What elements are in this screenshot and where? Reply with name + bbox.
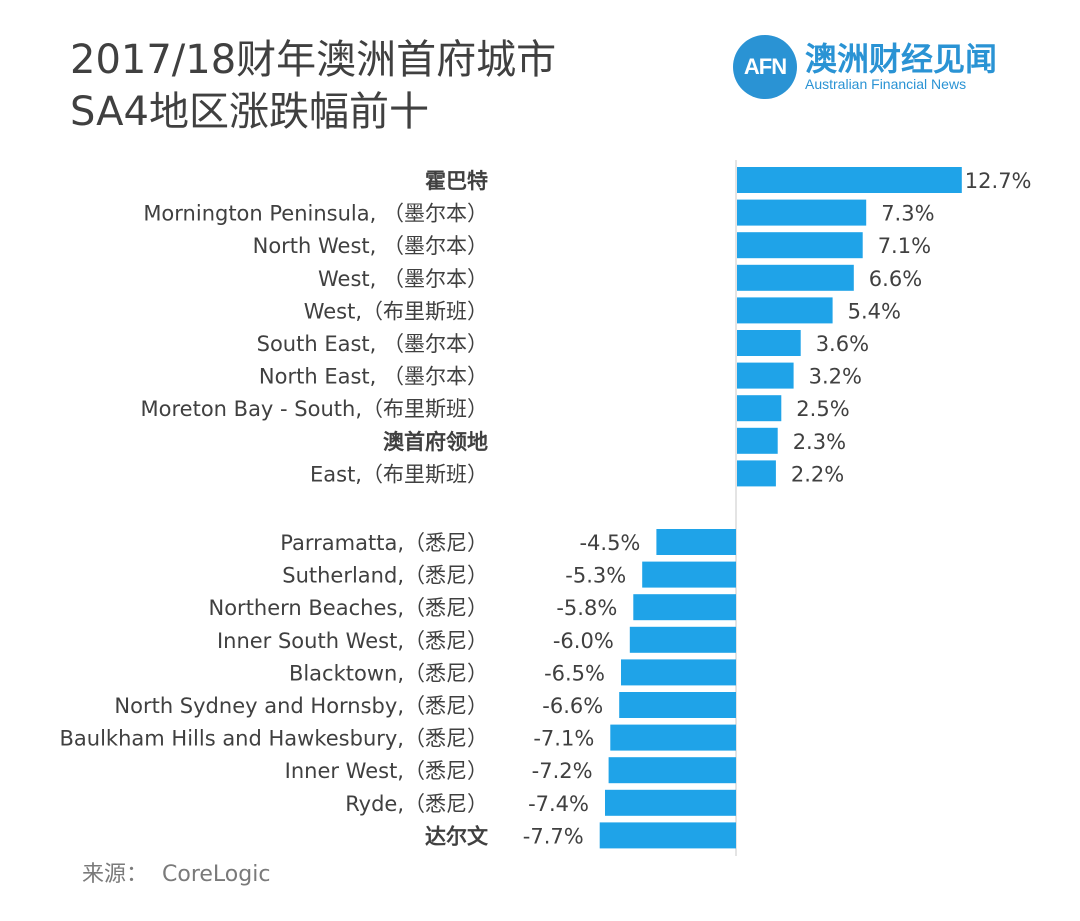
category-label: 达尔文 — [425, 824, 489, 848]
source-note: 来源： CoreLogic — [82, 856, 284, 888]
source-value: CoreLogic — [162, 862, 271, 887]
category-label: Sutherland,（悉尼） — [282, 564, 488, 588]
bar — [737, 427, 778, 454]
bar — [737, 199, 867, 226]
category-label: Moreton Bay - South,（布里斯班） — [141, 397, 488, 421]
value-label: 12.7% — [965, 169, 1032, 193]
value-label: 2.2% — [791, 462, 844, 486]
value-label: -7.4% — [528, 792, 589, 816]
category-label: Inner West,（悉尼） — [285, 759, 488, 783]
category-label: Inner South West,（悉尼） — [217, 629, 488, 653]
bar — [599, 822, 736, 849]
bar — [610, 724, 736, 751]
value-label: -4.5% — [579, 531, 640, 555]
bar — [737, 264, 854, 291]
category-label: Mornington Peninsula, （墨尔本） — [143, 202, 488, 226]
value-label: -6.6% — [542, 694, 603, 718]
value-label: 3.2% — [809, 365, 862, 389]
bar — [621, 659, 736, 686]
brand-logo: AFN 澳洲财经见闻 Australian Financial News — [733, 30, 1053, 100]
bar — [629, 626, 736, 653]
title-line-2: SA4地区涨跌幅前十 — [70, 89, 429, 135]
title-line-1: 2017/18财年澳洲首府城市 — [70, 37, 557, 83]
category-label: Baulkham Hills and Hawkesbury,（悉尼） — [60, 727, 488, 751]
value-label: -6.5% — [544, 661, 605, 685]
category-label: Blacktown,（悉尼） — [289, 661, 488, 685]
brand-name-cn: 澳洲财经见闻 — [805, 40, 998, 78]
category-label: Parramatta,（悉尼） — [280, 531, 488, 555]
bar — [605, 789, 736, 816]
brand-name-en: Australian Financial News — [805, 76, 967, 92]
bar — [737, 330, 801, 356]
value-label: -5.8% — [556, 596, 617, 620]
bar — [608, 757, 736, 784]
category-label: Ryde,（悉尼） — [345, 792, 488, 816]
afn-logo-icon: AFN — [733, 35, 797, 99]
category-label: Northern Beaches,（悉尼） — [209, 596, 489, 620]
category-label: South East, （墨尔本） — [257, 332, 488, 356]
bar — [633, 594, 736, 621]
chart-title: 2017/18财年澳洲首府城市 SA4地区涨跌幅前十 — [70, 34, 670, 138]
bar — [737, 395, 782, 422]
bar — [737, 167, 962, 193]
value-label: -7.1% — [533, 727, 594, 751]
value-label: -7.2% — [532, 759, 593, 783]
value-label: 6.6% — [869, 267, 922, 291]
value-label: -6.0% — [553, 629, 614, 653]
value-label: -7.7% — [523, 824, 584, 848]
value-label: -5.3% — [565, 564, 626, 588]
bar — [737, 362, 794, 389]
value-label: 3.6% — [816, 332, 869, 356]
category-label: West, （墨尔本） — [318, 267, 488, 291]
value-label: 5.4% — [848, 299, 901, 323]
value-label: 2.3% — [793, 430, 846, 454]
bar — [619, 692, 736, 718]
value-label: 2.5% — [796, 397, 849, 421]
category-label: North West, （墨尔本） — [253, 234, 488, 258]
bar — [642, 561, 736, 588]
bar — [737, 297, 833, 324]
category-label: West,（布里斯班） — [304, 299, 488, 323]
bar — [737, 232, 863, 259]
category-label: 澳首府领地 — [383, 430, 488, 454]
source-label: 来源： — [82, 862, 149, 887]
category-label: North Sydney and Hornsby,（悉尼） — [114, 694, 488, 718]
bar — [737, 460, 776, 487]
category-label: North East, （墨尔本） — [259, 365, 488, 389]
value-label: 7.3% — [881, 202, 934, 226]
bar — [656, 529, 736, 555]
category-label: East,（布里斯班） — [310, 462, 488, 486]
category-label: 霍巴特 — [425, 169, 488, 193]
value-label: 7.1% — [878, 234, 931, 258]
